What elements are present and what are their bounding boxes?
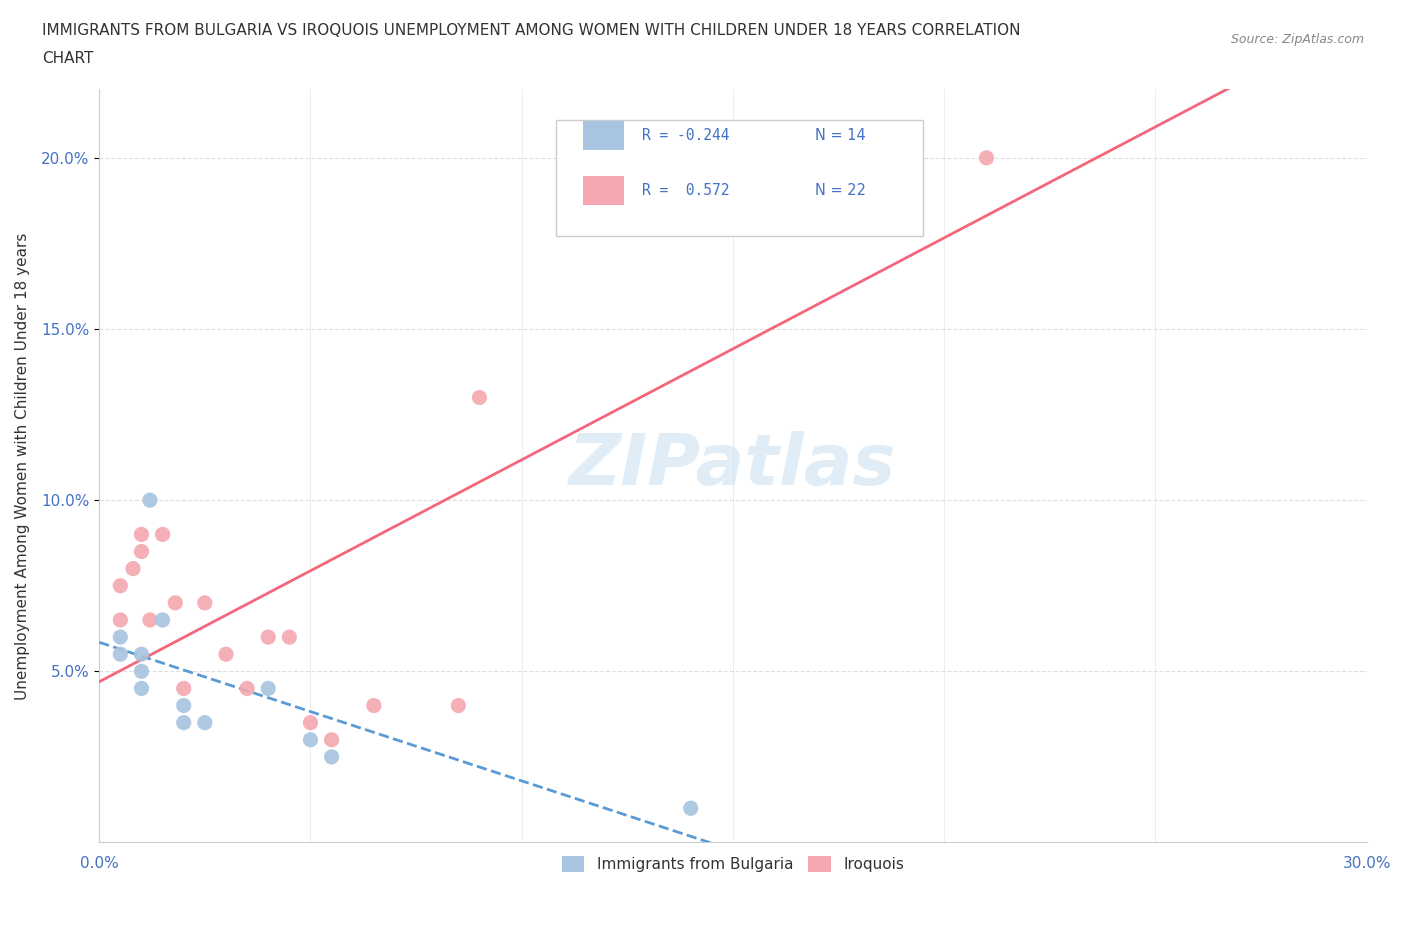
Point [139, 493, 162, 508]
Point [110, 578, 132, 593]
Point [173, 698, 195, 713]
Point [257, 681, 280, 696]
Point [299, 732, 322, 747]
Point [194, 715, 217, 730]
Point [321, 750, 343, 764]
Point [110, 613, 132, 628]
Text: N = 22: N = 22 [815, 183, 866, 198]
Point [363, 698, 385, 713]
Point [165, 595, 187, 610]
Point [131, 681, 153, 696]
FancyBboxPatch shape [555, 120, 924, 236]
FancyBboxPatch shape [583, 176, 624, 205]
Point [278, 630, 301, 644]
FancyBboxPatch shape [583, 121, 624, 150]
Point [173, 715, 195, 730]
Point [131, 664, 153, 679]
Text: R = -0.244: R = -0.244 [641, 127, 730, 143]
Point [976, 151, 998, 166]
Point [152, 527, 174, 542]
Point [131, 544, 153, 559]
Point [131, 527, 153, 542]
Text: N = 14: N = 14 [815, 127, 866, 143]
Point [110, 630, 132, 644]
Point [152, 613, 174, 628]
Point [321, 732, 343, 747]
Point [131, 646, 153, 661]
Point [110, 646, 132, 661]
Text: R =  0.572: R = 0.572 [641, 183, 730, 198]
Point [299, 715, 322, 730]
Point [139, 613, 162, 628]
Point [215, 646, 238, 661]
Point [679, 801, 702, 816]
Legend: Immigrants from Bulgaria, Iroquois: Immigrants from Bulgaria, Iroquois [554, 849, 912, 880]
Point [468, 390, 491, 405]
Point [122, 561, 145, 576]
Point [173, 681, 195, 696]
Y-axis label: Unemployment Among Women with Children Under 18 years: Unemployment Among Women with Children U… [15, 232, 30, 699]
Text: ZIPatlas: ZIPatlas [569, 432, 897, 500]
Point [447, 698, 470, 713]
Point [257, 630, 280, 644]
Point [891, 185, 914, 200]
Point [194, 595, 217, 610]
Point [763, 219, 786, 233]
Point [236, 681, 259, 696]
Text: IMMIGRANTS FROM BULGARIA VS IROQUOIS UNEMPLOYMENT AMONG WOMEN WITH CHILDREN UNDE: IMMIGRANTS FROM BULGARIA VS IROQUOIS UNE… [42, 23, 1021, 38]
Text: Source: ZipAtlas.com: Source: ZipAtlas.com [1230, 33, 1364, 46]
Text: CHART: CHART [42, 51, 94, 66]
